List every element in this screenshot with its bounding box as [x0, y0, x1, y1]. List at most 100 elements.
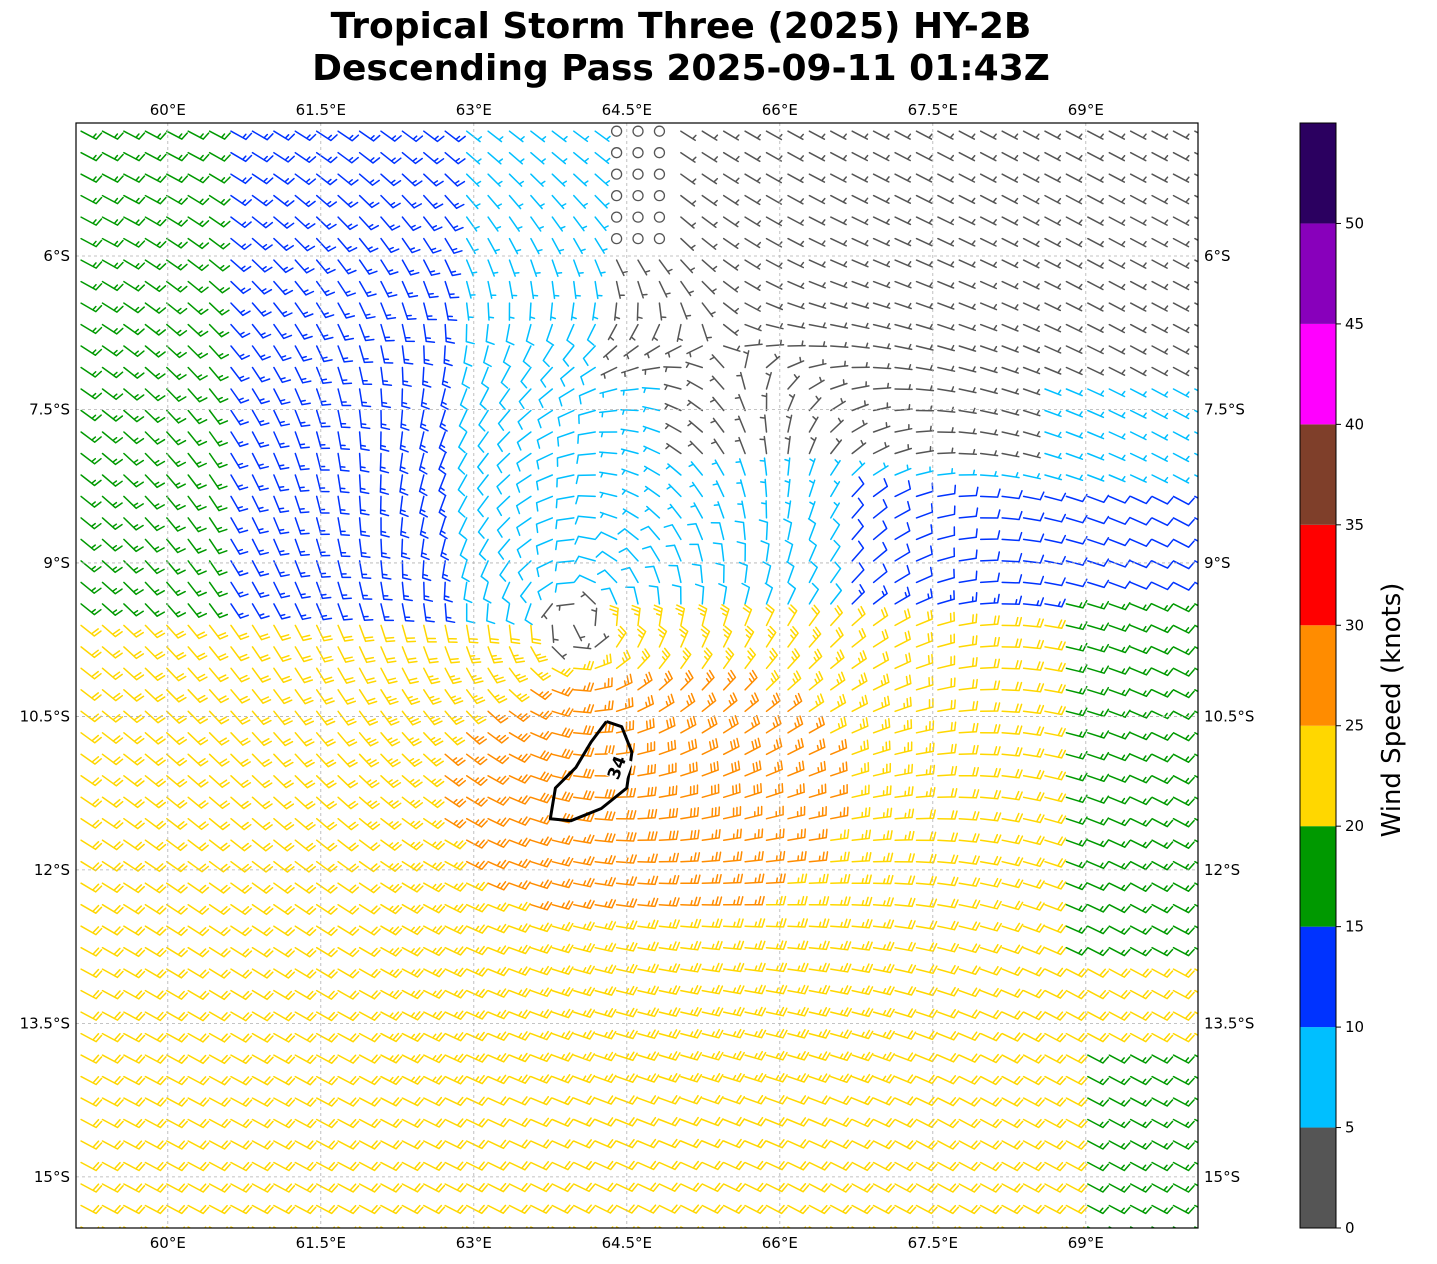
- wind-barb: [958, 570, 978, 584]
- wind-barb: [294, 237, 316, 252]
- wind-barb: [1108, 839, 1131, 848]
- wind-barb: [551, 1052, 574, 1062]
- wind-barb: [465, 753, 488, 766]
- wind-barb: [1001, 280, 1019, 290]
- wind-barb: [208, 646, 229, 661]
- wind-barb: [461, 366, 471, 389]
- wind-barb: [808, 918, 830, 928]
- wind-barb: [1108, 302, 1126, 312]
- wind-barb: [620, 408, 639, 415]
- wind-barb: [830, 151, 847, 162]
- wind-barb: [1065, 302, 1083, 312]
- wind-barb: [830, 417, 844, 433]
- wind-barb: [444, 173, 466, 187]
- wind-barb: [516, 538, 532, 559]
- wind-barb: [444, 796, 467, 808]
- wind-barb: [937, 1161, 960, 1172]
- wind-barb: [294, 968, 317, 979]
- wind-barb: [1022, 237, 1040, 248]
- wind-barb: [979, 1075, 1003, 1086]
- wind-barb: [744, 1160, 767, 1171]
- wind-barb: [979, 680, 1001, 691]
- wind-barb: [937, 655, 956, 670]
- wind-barb: [251, 1183, 274, 1193]
- wind-barb: [444, 1118, 467, 1128]
- wind-barb: [444, 646, 461, 664]
- wind-barb: [1001, 1118, 1024, 1129]
- wind-barb: [166, 431, 187, 446]
- wind-barb: [251, 882, 274, 894]
- wind-barb: [851, 302, 870, 309]
- wind-barb: [551, 1182, 574, 1193]
- wind-barb: [337, 280, 356, 297]
- wind-barb: [420, 388, 430, 410]
- wind-barb: [208, 775, 230, 788]
- wind-barb: [1151, 431, 1169, 441]
- wind-barb: [529, 302, 536, 321]
- wind-barb: [315, 216, 337, 230]
- wind-barb: [1129, 495, 1153, 505]
- wind-barb: [851, 476, 865, 498]
- wind-barb: [1151, 323, 1169, 334]
- wind-barb: [487, 923, 510, 934]
- wind-barb: [1087, 409, 1105, 419]
- wind-barb: [787, 670, 802, 691]
- wind-barb: [618, 547, 639, 562]
- wind-barb: [1022, 704, 1045, 715]
- wind-barb: [423, 151, 445, 165]
- wind-barb: [562, 345, 575, 367]
- wind-barb: [1044, 683, 1066, 694]
- wind-barb: [1151, 366, 1169, 377]
- wind-barb: [551, 965, 574, 975]
- wind-barb: [80, 1075, 103, 1086]
- wind-barb: [508, 795, 531, 805]
- wind-barb: [1129, 882, 1152, 892]
- wind-barb: [358, 732, 379, 747]
- wind-barb: [294, 646, 313, 663]
- wind-barb: [784, 457, 791, 476]
- wind-barb: [1087, 173, 1104, 183]
- wind-barb: [958, 921, 981, 931]
- wind-barb: [551, 835, 574, 845]
- wind-barb: [937, 1204, 960, 1215]
- wind-barb: [830, 962, 852, 973]
- wind-barb: [144, 237, 167, 249]
- wind-barb: [658, 807, 679, 820]
- wind-barb: [808, 626, 822, 648]
- wind-barb: [1001, 944, 1024, 955]
- wind-barb: [697, 604, 708, 627]
- wind-barb: [1001, 703, 1023, 713]
- wind-barb: [530, 901, 553, 911]
- colorbar-bin: [1300, 424, 1336, 525]
- wind-barb: [744, 783, 763, 799]
- wind-barb: [722, 323, 740, 336]
- wind-barb: [872, 985, 895, 996]
- wind-barb: [551, 624, 559, 644]
- wind-barb: [1151, 130, 1169, 140]
- wind-barb: [444, 130, 466, 143]
- wind-barb: [530, 750, 553, 762]
- wind-barb: [937, 854, 959, 865]
- wind-barb: [401, 560, 412, 581]
- wind-barb: [573, 682, 595, 692]
- wind-barb: [358, 925, 381, 936]
- wind-barb: [689, 543, 704, 562]
- wind-barb: [1065, 366, 1083, 376]
- wind-barb: [551, 259, 563, 277]
- wind-barb: [1194, 173, 1198, 177]
- wind-barb: [851, 460, 866, 476]
- wind-barb: [400, 538, 411, 560]
- wind-barb: [979, 855, 1002, 866]
- wind-barb: [872, 421, 891, 433]
- wind-barb: [401, 1183, 424, 1193]
- wind-barb: [187, 130, 210, 140]
- wind-barb: [765, 302, 784, 311]
- wind-barb: [1001, 616, 1023, 627]
- wind-barb: [573, 921, 595, 931]
- wind-barb: [958, 943, 981, 954]
- wind-barb: [1151, 517, 1174, 527]
- wind-barb: [166, 130, 189, 140]
- wind-barb: [551, 173, 568, 187]
- wind-barb: [894, 608, 911, 627]
- wind-barb: [915, 194, 933, 204]
